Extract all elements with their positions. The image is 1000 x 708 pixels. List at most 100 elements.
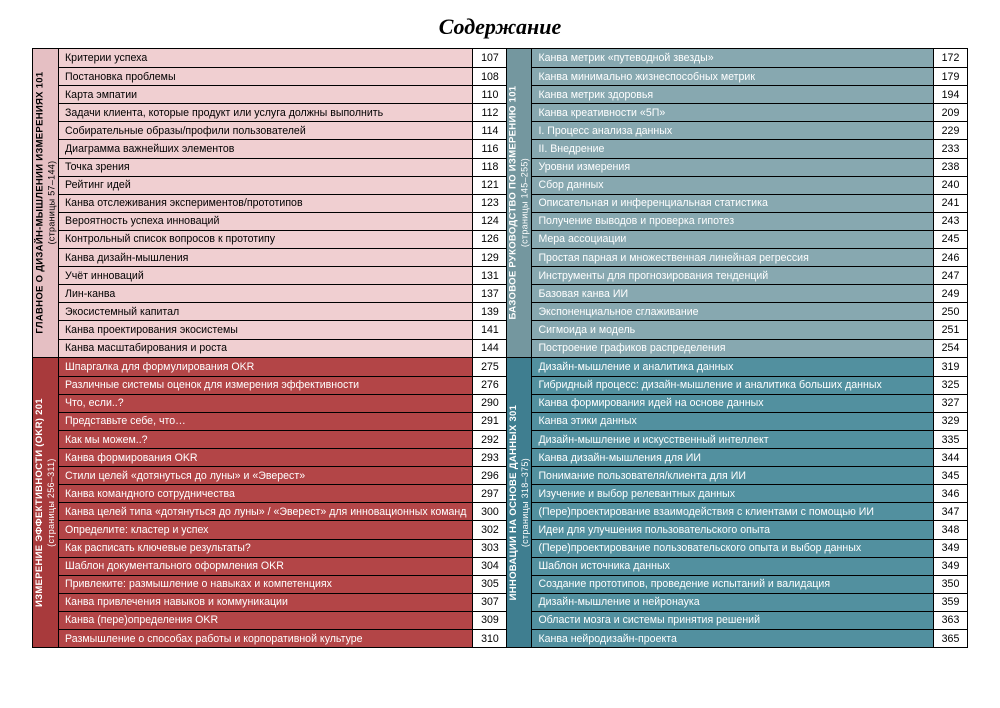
toc-row-label: Экосистемный капитал	[59, 303, 472, 320]
toc-row: (Пере)проектирование взаимодействия с кл…	[532, 502, 967, 520]
toc-row-page: 290	[472, 395, 506, 412]
toc-row-page: 107	[472, 49, 506, 67]
toc-row-label: Канва креативности «5П»	[532, 104, 933, 121]
section-rows: Дизайн-мышление и аналитика данных319Гиб…	[532, 358, 967, 648]
toc-row: Канва (пере)определения OKR309	[59, 611, 506, 629]
toc-row-page: 251	[933, 321, 967, 338]
toc-row-label: Что, если..?	[59, 395, 472, 412]
toc-row-label: Области мозга и системы принятия решений	[532, 612, 933, 629]
toc-row-label: Дизайн-мышление и искусственный интеллек…	[532, 431, 933, 448]
toc-row-page: 359	[933, 594, 967, 611]
toc-row-label: Канва формирования OKR	[59, 449, 472, 466]
toc-row-page: 347	[933, 503, 967, 520]
toc-row-label: (Пере)проектирование взаимодействия с кл…	[532, 503, 933, 520]
toc-row: Задачи клиента, которые продукт или услу…	[59, 103, 506, 121]
toc-row-label: Как расписать ключевые результаты?	[59, 540, 472, 557]
toc-row-label: Канва отслеживания экспериментов/прототи…	[59, 195, 472, 212]
toc-row-page: 249	[933, 285, 967, 302]
toc-row-label: Рейтинг идей	[59, 177, 472, 194]
toc-row-label: Задачи клиента, которые продукт или услу…	[59, 104, 472, 121]
toc-row-label: Дизайн-мышление и нейронаука	[532, 594, 933, 611]
toc-row-label: Стили целей «дотянуться до луны» и «Эвер…	[59, 467, 472, 484]
toc-row-page: 292	[472, 431, 506, 448]
toc-row-page: 233	[933, 140, 967, 157]
toc-row: Канва масштабирования и роста144	[59, 339, 506, 357]
toc-row: Сигмоида и модель251	[532, 320, 967, 338]
page-title: Содержание	[32, 14, 968, 40]
toc-row: Канва дизайн-мышления для ИИ344	[532, 448, 967, 466]
toc-row: Идеи для улучшения пользовательского опы…	[532, 520, 967, 538]
toc-row-page: 108	[472, 68, 506, 85]
toc-row: Канва минимально жизнеспособных метрик17…	[532, 67, 967, 85]
toc-row-page: 139	[472, 303, 506, 320]
toc-row: Учёт инноваций131	[59, 266, 506, 284]
toc-row-label: Гибридный процесс: дизайн-мышление и ана…	[532, 377, 933, 394]
section-header: ИННОВАЦИИ НА ОСНОВЕ ДАННЫХ 301(страницы …	[506, 358, 532, 648]
toc-row-page: 209	[933, 104, 967, 121]
toc-row-label: Идеи для улучшения пользовательского опы…	[532, 521, 933, 538]
toc-row-page: 141	[472, 321, 506, 338]
toc-row: Описательная и инференциальная статистик…	[532, 194, 967, 212]
toc-row-label: Канва дизайн-мышления	[59, 249, 472, 266]
toc-row-page: 243	[933, 213, 967, 230]
toc-row-page: 346	[933, 485, 967, 502]
section-subtitle: (страницы 145–255)	[520, 86, 531, 320]
toc-row: Вероятность успеха инноваций124	[59, 212, 506, 230]
toc-row: Шпаргалка для формулирования OKR275	[59, 358, 506, 376]
toc-row: Канва целей типа «дотянуться до луны» / …	[59, 502, 506, 520]
section-title: ИЗМЕРЕНИЕ ЭФФЕКТИВНОСТИ (OKR) 201	[34, 398, 45, 607]
toc-row-page: 307	[472, 594, 506, 611]
toc-row: Постановка проблемы108	[59, 67, 506, 85]
toc-row-page: 304	[472, 558, 506, 575]
toc-row-page: 305	[472, 576, 506, 593]
toc-row-label: Канва командного сотрудничества	[59, 485, 472, 502]
toc-row-page: 124	[472, 213, 506, 230]
toc-row-page: 137	[472, 285, 506, 302]
toc-row-page: 297	[472, 485, 506, 502]
toc-row: I. Процесс анализа данных229	[532, 121, 967, 139]
toc-row-label: Определите: кластер и успех	[59, 521, 472, 538]
toc-row-label: Вероятность успеха инноваций	[59, 213, 472, 230]
toc-row-label: Канва целей типа «дотянуться до луны» / …	[59, 503, 472, 520]
toc-row-page: 112	[472, 104, 506, 121]
toc-row-page: 348	[933, 521, 967, 538]
toc-row-page: 250	[933, 303, 967, 320]
toc-row: Канва метрик здоровья194	[532, 85, 967, 103]
toc-row-page: 246	[933, 249, 967, 266]
toc-row-page: 238	[933, 159, 967, 176]
toc-row: Канва командного сотрудничества297	[59, 484, 506, 502]
toc-row-page: 129	[472, 249, 506, 266]
toc-row-label: Канва привлечения навыков и коммуникации	[59, 594, 472, 611]
section-header: ИЗМЕРЕНИЕ ЭФФЕКТИВНОСТИ (OKR) 201(страни…	[33, 358, 59, 648]
toc-row-page: 365	[933, 630, 967, 647]
toc-row: Дизайн-мышление и нейронаука359	[532, 593, 967, 611]
toc-row: Мера ассоциации245	[532, 230, 967, 248]
toc-row-page: 144	[472, 340, 506, 357]
toc-row: Канва метрик «путеводной звезды»172	[532, 49, 967, 67]
toc-row: Дизайн-мышление и искусственный интеллек…	[532, 430, 967, 448]
toc-row-page: 302	[472, 521, 506, 538]
toc-row: Канва формирования OKR293	[59, 448, 506, 466]
toc-row-page: 329	[933, 413, 967, 430]
toc-row-page: 194	[933, 86, 967, 103]
toc-row: Лин-канва137	[59, 284, 506, 302]
toc-row-label: Как мы можем..?	[59, 431, 472, 448]
toc-row-page: 241	[933, 195, 967, 212]
toc-row-page: 296	[472, 467, 506, 484]
toc-row-page: 118	[472, 159, 506, 176]
toc-row-page: 309	[472, 612, 506, 629]
toc-row-label: Собирательные образы/профили пользовател…	[59, 122, 472, 139]
toc-row-page: 335	[933, 431, 967, 448]
toc-row: Стили целей «дотянуться до луны» и «Эвер…	[59, 466, 506, 484]
toc-row-page: 131	[472, 267, 506, 284]
toc-row: Области мозга и системы принятия решений…	[532, 611, 967, 629]
toc-row-page: 363	[933, 612, 967, 629]
toc-row-label: Сбор данных	[532, 177, 933, 194]
toc-row: Как мы можем..?292	[59, 430, 506, 448]
toc-row-page: 121	[472, 177, 506, 194]
toc-row-label: Описательная и инференциальная статистик…	[532, 195, 933, 212]
toc-row-page: 276	[472, 377, 506, 394]
toc-row-label: Канва проектирования экосистемы	[59, 321, 472, 338]
toc-row-page: 254	[933, 340, 967, 357]
section-subtitle: (страницы 318–375)	[520, 405, 531, 601]
